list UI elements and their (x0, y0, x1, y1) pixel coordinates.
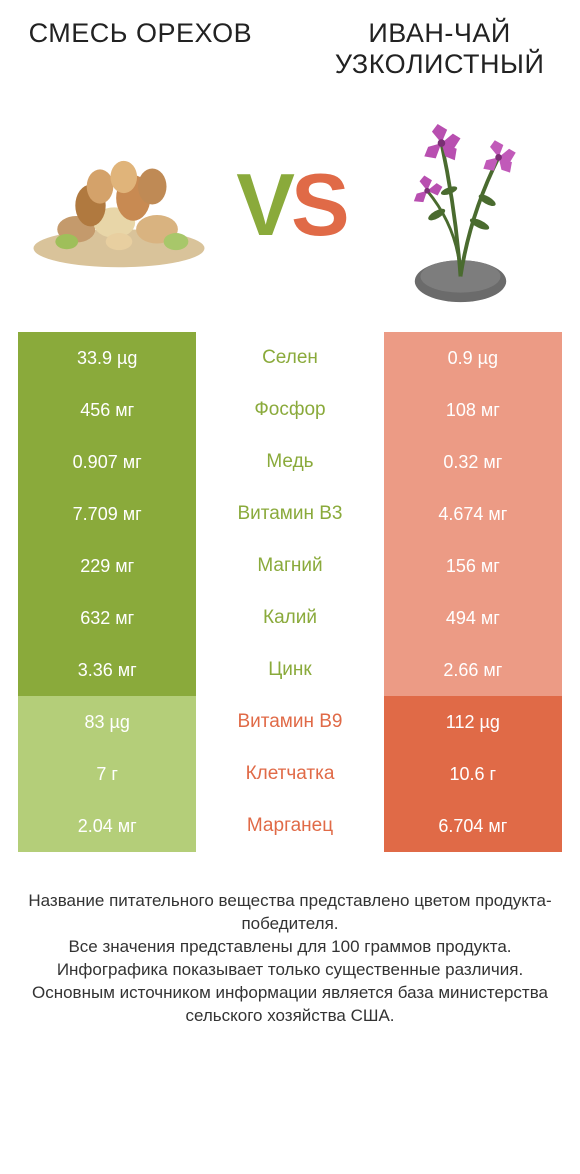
nutrient-label: Витамин B9 (196, 696, 383, 748)
value-right: 6.704 мг (384, 800, 562, 852)
nutrient-label: Марганец (196, 800, 383, 852)
value-left: 2.04 мг (18, 800, 196, 852)
footer-notes: Название питательного вещества представл… (18, 890, 562, 1028)
nutrient-label: Витамин B3 (196, 488, 383, 540)
nutrient-label: Магний (196, 540, 383, 592)
footer-line: Основным источником информации является … (26, 982, 554, 1028)
value-left: 7 г (18, 748, 196, 800)
nutrient-label: Цинк (196, 644, 383, 696)
images-row: V S (18, 100, 562, 310)
comparison-table: 33.9 µgСелен0.9 µg 456 мгФосфор108 мг 0.90… (18, 332, 562, 852)
value-left: 0.907 мг (18, 436, 196, 488)
value-left: 83 µg (18, 696, 196, 748)
titles-row: Смесь орехов Иван-чай узколистный (18, 18, 562, 80)
nutrient-label: Медь (196, 436, 383, 488)
footer-line: Название питательного вещества представл… (26, 890, 554, 936)
nutrient-label: Калий (196, 592, 383, 644)
vs-s: S (291, 154, 344, 256)
vs-v: V (236, 154, 289, 256)
infographic-container: Смесь орехов Иван-чай узколистный V S (0, 0, 580, 1174)
product-image-right (366, 110, 556, 300)
footer-line: Все значения представлены для 100 граммо… (26, 936, 554, 959)
value-right: 4.674 мг (384, 488, 562, 540)
value-left: 632 мг (18, 592, 196, 644)
product-image-left (24, 110, 214, 300)
value-left: 7.709 мг (18, 488, 196, 540)
nutrient-label: Селен (196, 332, 383, 384)
nuts-icon (24, 138, 214, 273)
title-left: Смесь орехов (18, 18, 263, 80)
value-right: 2.66 мг (384, 644, 562, 696)
value-left: 456 мг (18, 384, 196, 436)
value-right: 494 мг (384, 592, 562, 644)
value-left: 229 мг (18, 540, 196, 592)
value-left: 3.36 мг (18, 644, 196, 696)
value-right: 0.9 µg (384, 332, 562, 384)
footer-line: Инфографика показывает только существенн… (26, 959, 554, 982)
value-right: 108 мг (384, 384, 562, 436)
plant-icon (373, 105, 548, 305)
value-right: 156 мг (384, 540, 562, 592)
value-right: 10.6 г (384, 748, 562, 800)
value-right: 0.32 мг (384, 436, 562, 488)
value-left: 33.9 µg (18, 332, 196, 384)
nutrient-label: Фосфор (196, 384, 383, 436)
vs-label: V S (236, 154, 343, 256)
title-right: Иван-чай узколистный (317, 18, 562, 80)
value-right: 112 µg (384, 696, 562, 748)
nutrient-label: Клетчатка (196, 748, 383, 800)
